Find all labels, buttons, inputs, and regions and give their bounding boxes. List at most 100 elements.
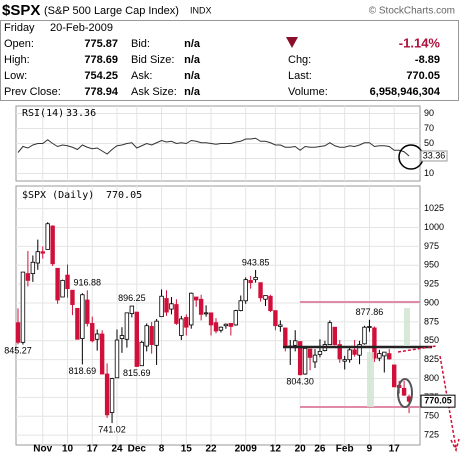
rsi-title: RSI(14) — [22, 108, 64, 119]
candle-body — [85, 299, 90, 324]
x-tick-label: Nov — [33, 444, 52, 455]
candle-body — [149, 326, 154, 345]
field-label: High: — [4, 54, 30, 66]
x-tick-label: 17 — [389, 444, 401, 455]
y-tick-label: 1000 — [424, 222, 444, 232]
x-tick-label: Feb — [336, 444, 354, 455]
measure-bar — [367, 352, 374, 407]
change-pct: -1.14% — [399, 35, 441, 50]
high-label: 916.88 — [74, 278, 102, 288]
candle-body — [337, 344, 342, 360]
candle-body — [367, 326, 372, 328]
candle-body — [253, 276, 258, 281]
candle-body — [362, 326, 367, 345]
x-tick-label: Dec — [128, 444, 147, 455]
candle-body — [109, 378, 115, 413]
field-label: Bid: — [131, 38, 150, 50]
candle-body — [268, 295, 273, 311]
x-tick-label: 12 — [270, 444, 282, 455]
candle-body — [278, 324, 283, 327]
rsi-tick-label: 50 — [424, 138, 434, 148]
candle-body — [307, 348, 313, 358]
y-tick-label: 825 — [424, 354, 439, 364]
rsi-tick-label: 90 — [424, 108, 434, 118]
date: 20-Feb-2009 — [50, 22, 113, 34]
x-tick-label: 22 — [205, 444, 217, 455]
candle-body — [30, 261, 36, 274]
x-tick-label: 15 — [181, 444, 193, 455]
field-label: Volume: — [288, 86, 328, 98]
candle-body — [139, 341, 144, 367]
candle-body — [20, 271, 26, 343]
high-label: 877.86 — [356, 307, 384, 317]
candle-body — [45, 223, 50, 250]
candle-body — [273, 310, 278, 327]
candle-body — [248, 279, 253, 284]
source: © StockCharts.com — [369, 6, 455, 17]
highlight-ring — [397, 378, 413, 408]
low-label: 741.02 — [98, 424, 126, 434]
field-value: 754.25 — [84, 70, 118, 82]
candle-body — [189, 292, 194, 326]
y-tick-label: 800 — [424, 373, 439, 383]
candle-body — [164, 298, 169, 313]
grid — [16, 106, 420, 445]
x-tick-label: 2009 — [235, 444, 258, 455]
candle-body — [198, 298, 204, 315]
rsi-tick-label: 70 — [424, 123, 434, 133]
candle-body — [372, 327, 377, 359]
x-tick-label: 24 — [111, 444, 123, 455]
field-value: n/a — [184, 70, 201, 82]
candle-body — [263, 295, 268, 300]
candle-body — [90, 323, 95, 342]
candle-body — [119, 335, 125, 339]
annotations — [283, 144, 460, 453]
candle-body — [317, 350, 323, 355]
symbol: $SPX — [2, 2, 40, 19]
rsi-value: 33.36 — [66, 108, 96, 119]
x-tick-label: 20 — [295, 444, 307, 455]
field-label: Ask Size: — [131, 86, 177, 98]
candle-body — [154, 320, 159, 346]
exchange: INDX — [190, 5, 212, 15]
candle-body — [342, 359, 347, 362]
field-label: Ask: — [131, 70, 152, 82]
candle-body — [208, 312, 214, 326]
low-label: 804.30 — [286, 377, 314, 387]
field-label: Last: — [288, 70, 312, 82]
candle-body — [233, 310, 238, 326]
y-tick-label: 875 — [424, 316, 439, 326]
candle-body — [218, 326, 224, 331]
candle-body — [391, 364, 397, 388]
candle-body — [297, 341, 303, 376]
last-rsi-label: 33.36 — [423, 150, 446, 160]
candle-body — [258, 282, 263, 299]
candle-body — [114, 339, 120, 379]
candle-body — [99, 333, 105, 375]
candle-body — [312, 354, 318, 363]
candle-body — [40, 251, 45, 254]
x-tick-label: 26 — [314, 444, 326, 455]
candle-body — [95, 333, 100, 340]
y-tick-label: 1025 — [424, 203, 444, 213]
price-panel — [15, 185, 421, 446]
rsi-line — [17, 137, 410, 157]
field-value: n/a — [184, 38, 201, 50]
x-tick-label: 10 — [62, 444, 74, 455]
field-label: Low: — [4, 70, 27, 82]
candle-body — [179, 318, 184, 336]
candle-body — [302, 347, 308, 375]
field-value: n/a — [184, 54, 201, 66]
candle-body — [292, 340, 298, 346]
low-label: 845.27 — [4, 346, 32, 356]
candle-body — [223, 323, 229, 327]
candle-body — [213, 322, 219, 332]
y-tick-label: 900 — [424, 297, 439, 307]
candle-body — [15, 322, 21, 343]
down-arrow-icon — [286, 37, 298, 48]
candle-body — [357, 344, 362, 356]
candle-body — [184, 316, 189, 328]
low-label: 815.69 — [123, 368, 151, 378]
candle-body — [134, 311, 139, 367]
